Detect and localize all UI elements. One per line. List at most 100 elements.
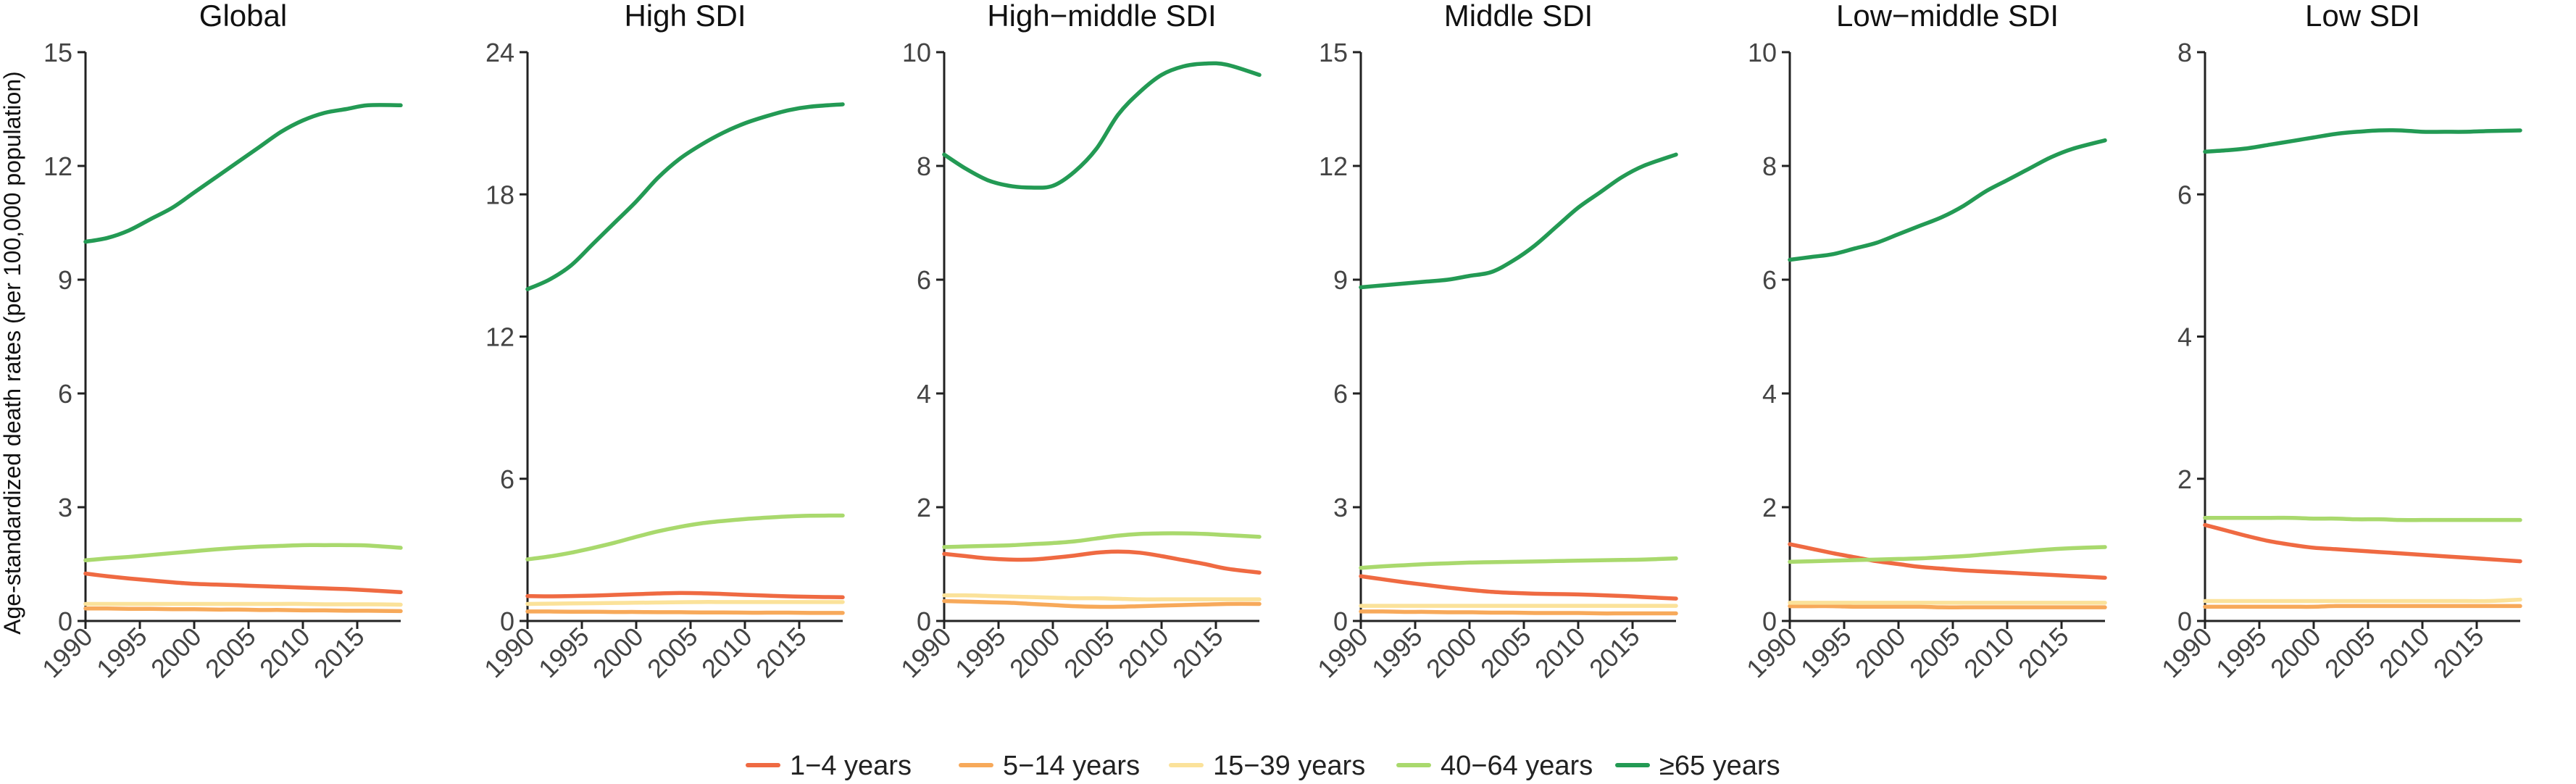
panel-middle-sdi: Middle SDI 0 3 6 9 12 15 1990199520002005201020…	[1312, 0, 1678, 684]
x-tick-label: 2015	[1167, 622, 1229, 684]
x-tick-label: 2000	[587, 622, 649, 684]
series-line-low-sdi-40-64-years	[2203, 515, 2522, 522]
legend-item-1-4-years: 1−4 years	[746, 751, 912, 781]
y-tick-label: 3	[1333, 493, 1348, 522]
x-tick-label: 1995	[949, 622, 1012, 684]
series-line-middle-sdi-40-64-years	[1359, 556, 1678, 570]
x-tick-label: 2000	[1420, 622, 1483, 684]
x-tick-label: 1995	[533, 622, 595, 684]
x-tick-label: 2010	[254, 622, 316, 684]
x-tick-label: 2005	[1058, 622, 1120, 684]
x-tick-label: 1995	[1795, 622, 1857, 684]
y-tick-label: 12	[43, 151, 72, 181]
legend-label: 15−39 years	[1213, 751, 1365, 781]
series-line-high-sdi-5-14-years	[525, 609, 845, 615]
series-line-low-sdi-65-years	[2203, 128, 2522, 154]
x-tick-label: 2000	[1004, 622, 1066, 684]
x-tick-label: 2010	[1958, 622, 2020, 684]
series-line-high-sdi-65-years	[525, 102, 845, 291]
y-tick-label: 6	[2177, 180, 2192, 209]
y-tick-label: 0	[1333, 606, 1348, 636]
series-line-low-middle-sdi-5-14-years	[1788, 604, 2107, 609]
x-tick-label: 1990	[1741, 622, 1803, 684]
series-line-global-40-64-years	[83, 543, 403, 563]
series-line-high-sdi-40-64-years	[525, 513, 845, 562]
legend-label: 40−64 years	[1441, 751, 1593, 781]
x-tick-label: 1990	[1312, 622, 1374, 684]
x-tick-label: 1990	[2156, 622, 2218, 684]
x-tick-label: 2005	[1904, 622, 1966, 684]
series-line-middle-sdi-65-years	[1359, 152, 1678, 290]
legend-label: ≥65 years	[1659, 751, 1780, 781]
legend-label: 1−4 years	[790, 751, 912, 781]
y-tick-label: 6	[917, 265, 931, 295]
panels: Global03691215199019952000200520102015Hi…	[36, 0, 2522, 684]
x-tick-label: 2000	[145, 622, 207, 684]
series-line-high-middle-sdi-65-years	[942, 61, 1262, 190]
y-tick-label: 3	[58, 493, 72, 522]
y-tick-label: 4	[2177, 322, 2192, 352]
x-tick-label: 2005	[199, 622, 262, 684]
legend-item-40-64-years: 40−64 years	[1396, 751, 1593, 781]
y-tick-label: 0	[500, 606, 514, 636]
series-line-high-sdi-1-4-years	[525, 591, 845, 600]
y-tick-label: 9	[1333, 265, 1348, 295]
x-tick-label: 1995	[1366, 622, 1428, 684]
y-tick-label: 12	[485, 322, 514, 352]
y-tick-label: 15	[43, 38, 72, 67]
series-line-low-middle-sdi-65-years	[1788, 138, 2107, 262]
x-tick-label: 1995	[2210, 622, 2272, 684]
x-tick-label: 2010	[1112, 622, 1175, 684]
series-line-low-sdi-15-39-years	[2203, 597, 2522, 604]
panel-high-middle-sdi: High−middle SDI0246810199019952000200520…	[895, 0, 1262, 684]
panel-title: High−middle SDI	[987, 0, 1216, 33]
y-tick-label: 8	[2177, 38, 2192, 67]
y-tick-label: 6	[58, 379, 72, 409]
x-tick-label: 2015	[750, 622, 812, 684]
legend-item-5-14-years: 5−14 years	[959, 751, 1140, 781]
series-line-low-middle-sdi-40-64-years	[1788, 545, 2107, 564]
y-tick-label: 2	[2177, 464, 2192, 494]
series-line-global-65-years	[83, 103, 403, 244]
x-tick-label: 2005	[1475, 622, 1537, 684]
legend-item-65-years: ≥65 years	[1615, 751, 1780, 781]
y-tick-label: 18	[485, 180, 514, 209]
series-line-middle-sdi-1-4-years	[1359, 574, 1678, 601]
y-tick-label: 0	[917, 606, 931, 636]
y-tick-label: 10	[1748, 38, 1777, 67]
series-line-global-1-4-years	[83, 571, 403, 594]
x-tick-label: 2010	[696, 622, 758, 684]
y-tick-label: 8	[1762, 151, 1777, 181]
y-tick-label: 6	[1333, 379, 1348, 409]
y-tick-label: 0	[58, 606, 72, 636]
series-line-high-sdi-15-39-years	[525, 600, 845, 606]
y-tick-label: 0	[2177, 606, 2192, 636]
x-tick-label: 2015	[2427, 622, 2490, 684]
x-tick-label: 2010	[2373, 622, 2435, 684]
series-line-global-5-14-years	[83, 606, 403, 614]
y-axis-label: Age-standardized death rates (per 100,00…	[0, 71, 25, 634]
x-tick-label: 2015	[2012, 622, 2075, 684]
legend-label: 5−14 years	[1003, 751, 1140, 781]
y-tick-label: 4	[1762, 379, 1777, 409]
series-line-low-sdi-1-4-years	[2203, 522, 2522, 564]
panel-title: Middle SDI	[1444, 0, 1593, 33]
y-tick-label: 9	[58, 265, 72, 295]
x-tick-label: 1995	[91, 622, 153, 684]
x-tick-label: 1990	[895, 622, 957, 684]
series-line-high-middle-sdi-5-14-years	[942, 599, 1262, 609]
series-line-middle-sdi-5-14-years	[1359, 609, 1678, 616]
y-tick-label: 6	[500, 464, 514, 494]
y-tick-label: 2	[1762, 493, 1777, 522]
panel-title: Low SDI	[2305, 0, 2420, 33]
x-tick-label: 2000	[2264, 622, 2327, 684]
y-tick-label: 24	[485, 38, 514, 67]
y-tick-label: 12	[1319, 151, 1348, 181]
x-tick-label: 2005	[2319, 622, 2381, 684]
y-tick-label: 6	[1762, 265, 1777, 295]
legend-item-15-39-years: 15−39 years	[1169, 751, 1365, 781]
panel-low-middle-sdi: Low−middle SDI02468101990199520002005201…	[1741, 0, 2107, 684]
series-line-high-middle-sdi-15-39-years	[942, 593, 1262, 601]
